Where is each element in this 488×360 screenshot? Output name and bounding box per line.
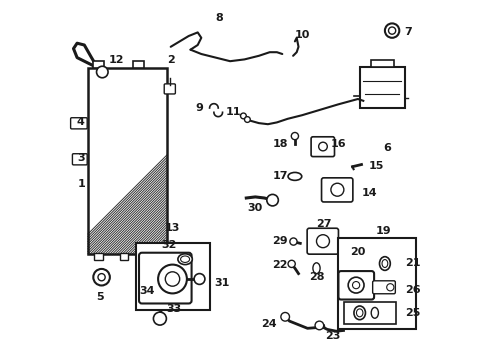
Text: 8: 8 bbox=[215, 13, 223, 23]
Text: 25: 25 bbox=[404, 308, 419, 318]
Ellipse shape bbox=[287, 172, 301, 180]
Circle shape bbox=[194, 274, 204, 284]
Ellipse shape bbox=[381, 260, 387, 267]
FancyBboxPatch shape bbox=[310, 137, 334, 157]
Text: 27: 27 bbox=[315, 219, 331, 229]
Text: 2: 2 bbox=[166, 55, 174, 65]
Text: 32: 32 bbox=[161, 240, 176, 250]
Circle shape bbox=[291, 132, 298, 140]
Circle shape bbox=[330, 183, 343, 196]
Bar bbox=[88, 68, 167, 254]
Bar bbox=[343, 302, 395, 324]
Text: 4: 4 bbox=[76, 117, 84, 127]
Circle shape bbox=[386, 284, 393, 291]
Ellipse shape bbox=[178, 254, 192, 265]
Circle shape bbox=[314, 321, 323, 330]
Text: 20: 20 bbox=[349, 247, 365, 257]
Bar bbox=[133, 61, 143, 68]
FancyBboxPatch shape bbox=[306, 228, 338, 254]
Circle shape bbox=[280, 312, 289, 321]
Text: 11: 11 bbox=[225, 107, 241, 117]
Circle shape bbox=[146, 274, 153, 282]
Circle shape bbox=[244, 117, 250, 122]
Bar bbox=[370, 60, 393, 67]
Ellipse shape bbox=[180, 256, 189, 262]
Text: 33: 33 bbox=[166, 304, 182, 314]
Circle shape bbox=[289, 238, 296, 245]
Circle shape bbox=[318, 142, 326, 151]
FancyBboxPatch shape bbox=[70, 118, 87, 129]
Bar bbox=[337, 238, 415, 329]
FancyBboxPatch shape bbox=[164, 84, 175, 94]
FancyBboxPatch shape bbox=[338, 271, 373, 300]
FancyBboxPatch shape bbox=[321, 178, 352, 202]
Circle shape bbox=[98, 274, 105, 281]
Circle shape bbox=[387, 27, 395, 34]
Text: 14: 14 bbox=[361, 188, 376, 198]
Ellipse shape bbox=[379, 257, 389, 270]
Text: 5: 5 bbox=[97, 292, 104, 302]
Text: 6: 6 bbox=[382, 143, 390, 153]
Text: 22: 22 bbox=[272, 260, 287, 270]
Circle shape bbox=[158, 265, 186, 293]
Text: 26: 26 bbox=[404, 285, 420, 295]
Text: 34: 34 bbox=[139, 286, 155, 296]
Ellipse shape bbox=[353, 306, 365, 320]
Circle shape bbox=[96, 66, 108, 78]
Text: 9: 9 bbox=[195, 103, 203, 113]
Text: 24: 24 bbox=[261, 319, 276, 329]
Text: 18: 18 bbox=[272, 139, 287, 149]
Text: 28: 28 bbox=[308, 272, 324, 282]
Text: 19: 19 bbox=[374, 226, 390, 236]
Ellipse shape bbox=[370, 307, 378, 318]
Text: 12: 12 bbox=[109, 55, 124, 65]
Circle shape bbox=[93, 269, 110, 285]
Text: 16: 16 bbox=[330, 139, 346, 149]
Circle shape bbox=[165, 272, 179, 286]
Circle shape bbox=[266, 194, 278, 206]
FancyBboxPatch shape bbox=[139, 253, 191, 303]
Text: 3: 3 bbox=[78, 153, 85, 163]
Bar bbox=[94, 253, 103, 260]
Text: 29: 29 bbox=[271, 236, 287, 246]
FancyBboxPatch shape bbox=[372, 281, 394, 294]
Bar bbox=[120, 253, 128, 260]
Circle shape bbox=[316, 235, 329, 248]
Text: 30: 30 bbox=[247, 203, 263, 213]
Circle shape bbox=[153, 312, 166, 325]
Ellipse shape bbox=[356, 309, 362, 317]
FancyBboxPatch shape bbox=[72, 154, 87, 165]
Bar bbox=[136, 243, 210, 310]
Text: 31: 31 bbox=[213, 278, 229, 288]
Bar bbox=[148, 253, 157, 260]
Circle shape bbox=[287, 260, 295, 267]
Text: 15: 15 bbox=[368, 161, 383, 171]
Circle shape bbox=[384, 23, 399, 38]
Circle shape bbox=[240, 113, 246, 119]
Circle shape bbox=[352, 282, 359, 289]
Text: 7: 7 bbox=[404, 27, 411, 37]
Text: 1: 1 bbox=[78, 179, 85, 189]
Bar bbox=[93, 61, 104, 68]
Bar bbox=[359, 67, 404, 108]
Text: 10: 10 bbox=[294, 30, 309, 40]
Text: 17: 17 bbox=[272, 171, 287, 181]
Text: 21: 21 bbox=[404, 258, 419, 268]
Text: 23: 23 bbox=[325, 331, 340, 341]
Ellipse shape bbox=[312, 263, 320, 274]
Text: 13: 13 bbox=[164, 223, 180, 233]
Bar bbox=[88, 68, 167, 254]
Circle shape bbox=[347, 277, 363, 293]
